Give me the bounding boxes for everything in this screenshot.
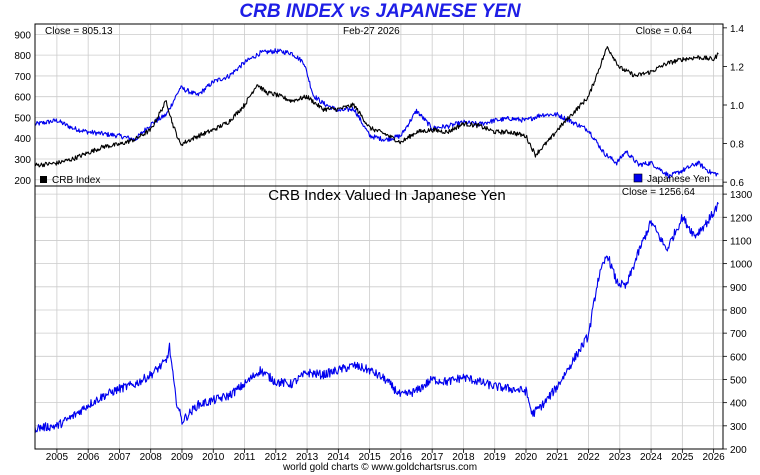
legend-yen-label: Japanese Yen: [647, 174, 710, 185]
bottom-right-tick-400: 400: [730, 399, 747, 410]
bottom-right-tick-600: 600: [730, 352, 747, 363]
x-tick-label-2020: 2020: [515, 452, 538, 463]
x-tick-label-2005: 2005: [46, 452, 69, 463]
x-tick-label-2006: 2006: [77, 452, 100, 463]
top-left-tick-400: 400: [14, 134, 31, 145]
series-layer: [34, 46, 719, 433]
x-tick-label-2022: 2022: [577, 452, 600, 463]
top-left-tick-200: 200: [14, 176, 31, 187]
x-tick-label-2021: 2021: [546, 452, 569, 463]
x-tick-label-2017: 2017: [421, 452, 444, 463]
bottom-right-tick-500: 500: [730, 375, 747, 386]
x-tick-label-2026: 2026: [702, 452, 725, 463]
bottom-right-tick-800: 800: [730, 306, 747, 317]
line-japanese-yen: [34, 48, 719, 179]
x-tick-label-2014: 2014: [327, 452, 350, 463]
top-right-tick-0: 0.6: [730, 178, 744, 189]
top-left-tick-500: 500: [14, 113, 31, 124]
x-tick-label-2015: 2015: [358, 452, 381, 463]
grid-layer: [35, 24, 727, 453]
chart-title: CRB INDEX vs JAPANESE YEN: [239, 1, 521, 22]
x-tick-label-2007: 2007: [108, 452, 131, 463]
x-tick-label-2016: 2016: [390, 452, 413, 463]
top-right-close-label: Close = 0.64: [636, 26, 693, 37]
top-right-tick-3: 1.2: [730, 62, 744, 73]
legend-crb-swatch: [40, 176, 47, 183]
top-left-tick-700: 700: [14, 72, 31, 83]
line-crb-in-yen: [34, 201, 719, 433]
bottom-right-tick-300: 300: [730, 422, 747, 433]
legend-crb-label: CRB Index: [52, 175, 100, 186]
lower-chart-title: CRB Index Valued In Japanese Yen: [268, 187, 505, 204]
bottom-right-tick-200: 200: [730, 445, 747, 456]
x-tick-label-2018: 2018: [452, 452, 475, 463]
top-left-tick-900: 900: [14, 30, 31, 41]
x-tick-label-2009: 2009: [171, 452, 194, 463]
bottom-right-tick-1300: 1300: [730, 190, 753, 201]
top-right-tick-2: 1.0: [730, 101, 744, 112]
x-tick-label-2025: 2025: [671, 452, 694, 463]
x-tick-label-2011: 2011: [234, 452, 256, 463]
top-right-tick-1: 0.8: [730, 140, 744, 151]
x-tick-label-2010: 2010: [202, 452, 225, 463]
top-right-tick-4: 1.4: [730, 24, 744, 35]
x-tick-label-2024: 2024: [640, 452, 663, 463]
x-tick-label-2008: 2008: [140, 452, 163, 463]
top-left-tick-300: 300: [14, 155, 31, 166]
bottom-right-tick-700: 700: [730, 329, 747, 340]
label-layer: Close = 805.13 Feb-27 2026 Close = 0.64 …: [14, 24, 752, 463]
line-crb-index: [34, 46, 719, 168]
date-label: Feb-27 2026: [343, 26, 400, 37]
legend-yen-swatch: [633, 173, 643, 183]
frame-layer: [34, 23, 724, 450]
top-left-tick-600: 600: [14, 93, 31, 104]
footer-credit: world gold charts © www.goldchartsrus.co…: [282, 462, 478, 473]
x-tick-label-2013: 2013: [296, 452, 319, 463]
x-tick-label-2019: 2019: [484, 452, 507, 463]
top-left-tick-800: 800: [14, 51, 31, 62]
top-left-close-label: Close = 805.13: [45, 26, 113, 37]
bottom-right-tick-900: 900: [730, 283, 747, 294]
bottom-right-tick-1000: 1000: [730, 260, 753, 271]
x-tick-label-2023: 2023: [609, 452, 632, 463]
bottom-right-tick-1200: 1200: [730, 213, 753, 224]
bottom-right-tick-1100: 1100: [730, 236, 752, 247]
x-tick-label-2012: 2012: [265, 452, 288, 463]
lower-close-label: Close = 1256.64: [622, 187, 696, 198]
bottom-panel-frame: [34, 185, 724, 450]
